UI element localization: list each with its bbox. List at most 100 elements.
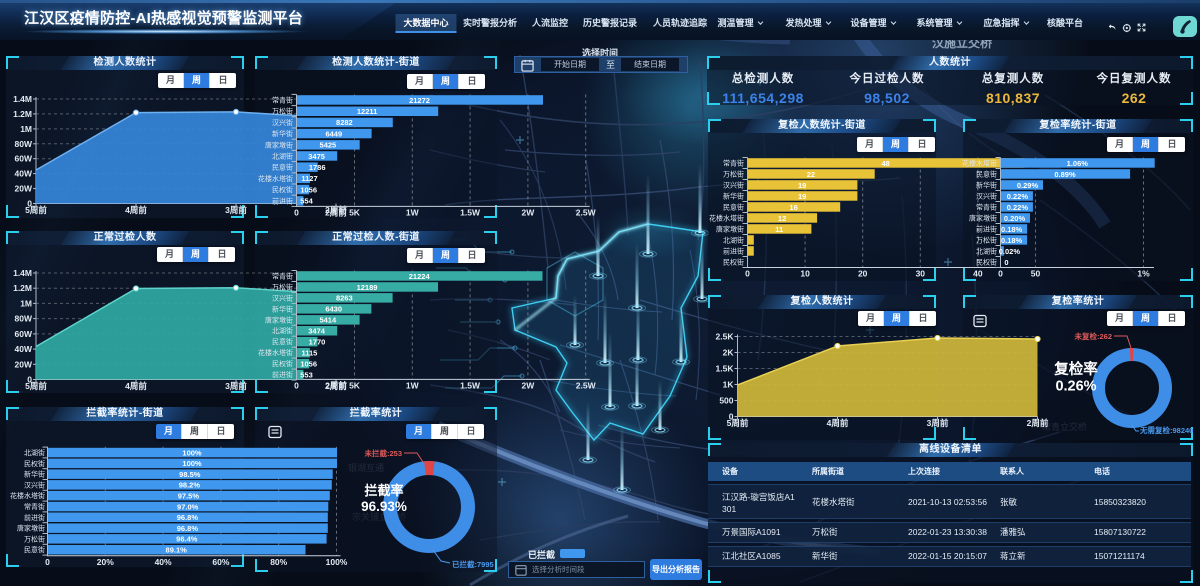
svg-text:民权街: 民权街 — [272, 359, 293, 368]
svg-text:10: 10 — [800, 269, 810, 279]
svg-text:3周前: 3周前 — [225, 205, 247, 215]
svg-text:万松街: 万松街 — [272, 107, 293, 116]
svg-text:北湖街: 北湖街 — [272, 326, 293, 335]
svg-text:5K: 5K — [349, 380, 361, 390]
svg-text:2W: 2W — [522, 380, 536, 390]
svg-text:1.2M: 1.2M — [13, 109, 32, 119]
svg-text:1%: 1% — [1137, 269, 1150, 279]
svg-text:新华街: 新华街 — [976, 181, 997, 190]
svg-text:5414: 5414 — [319, 316, 337, 325]
svg-text:0.18%: 0.18% — [1001, 225, 1023, 234]
svg-text:96.4%: 96.4% — [176, 535, 198, 544]
svg-text:50: 50 — [1031, 269, 1041, 279]
svg-text:1M: 1M — [20, 124, 32, 134]
svg-text:拦截率: 拦截率 — [364, 483, 403, 498]
svg-text:民权街: 民权街 — [976, 258, 997, 267]
svg-text:5周前: 5周前 — [25, 205, 47, 215]
svg-text:5周前: 5周前 — [25, 381, 47, 391]
svg-text:6449: 6449 — [325, 129, 342, 138]
svg-text:1.2M: 1.2M — [13, 283, 32, 293]
svg-text:万松街: 万松街 — [723, 170, 744, 179]
svg-text:北湖街: 北湖街 — [976, 247, 997, 256]
svg-text:2.5K: 2.5K — [716, 332, 735, 342]
svg-text:0.29%: 0.29% — [1017, 181, 1039, 190]
svg-text:常青街: 常青街 — [272, 96, 293, 105]
svg-text:4周前: 4周前 — [125, 205, 147, 215]
svg-text:未拦截:253: 未拦截:253 — [364, 448, 402, 458]
svg-text:96.8%: 96.8% — [177, 513, 199, 522]
svg-text:常青街: 常青街 — [723, 159, 744, 168]
svg-text:1115: 1115 — [301, 348, 317, 357]
svg-text:未复检:262: 未复检:262 — [1074, 331, 1112, 341]
svg-text:北湖街: 北湖街 — [723, 236, 744, 245]
svg-text:民意街: 民意街 — [272, 163, 293, 172]
svg-text:89.1%: 89.1% — [166, 546, 188, 555]
svg-text:2.5W: 2.5W — [576, 207, 597, 217]
svg-text:8282: 8282 — [336, 118, 353, 127]
svg-text:民意街: 民意街 — [24, 545, 45, 554]
svg-text:常青街: 常青街 — [272, 272, 293, 281]
svg-text:0: 0 — [45, 557, 50, 567]
svg-text:60W: 60W — [15, 329, 33, 339]
svg-text:1W: 1W — [406, 207, 420, 217]
svg-text:21224: 21224 — [409, 272, 431, 281]
svg-text:花楼水塔街: 花楼水塔街 — [258, 174, 293, 183]
svg-text:1056: 1056 — [300, 359, 317, 368]
svg-text:20W: 20W — [15, 184, 33, 194]
svg-text:40W: 40W — [15, 344, 33, 354]
svg-text:1.5K: 1.5K — [716, 364, 735, 374]
svg-text:0.02%: 0.02% — [999, 247, 1021, 256]
svg-text:0: 0 — [27, 199, 32, 209]
svg-text:0.18%: 0.18% — [1001, 236, 1023, 245]
svg-text:1786: 1786 — [309, 163, 326, 172]
svg-text:1.5W: 1.5W — [460, 380, 481, 390]
svg-text:唐家墩街: 唐家墩街 — [265, 315, 293, 324]
svg-text:唐家墩街: 唐家墩街 — [716, 225, 744, 234]
svg-text:80%: 80% — [270, 557, 287, 567]
svg-text:0: 0 — [745, 269, 750, 279]
svg-text:万松街: 万松街 — [272, 282, 293, 291]
svg-text:4周前: 4周前 — [827, 418, 849, 428]
svg-text:6430: 6430 — [325, 305, 342, 314]
svg-text:3周前: 3周前 — [225, 381, 247, 391]
svg-text:5K: 5K — [349, 207, 361, 217]
svg-text:北湖街: 北湖街 — [272, 152, 293, 161]
svg-text:0.89%: 0.89% — [1054, 170, 1076, 179]
svg-text:常青街: 常青街 — [24, 502, 45, 511]
svg-text:汉兴街: 汉兴街 — [723, 181, 744, 190]
svg-text:0.20%: 0.20% — [1004, 214, 1026, 223]
svg-text:民意街: 民意街 — [976, 170, 997, 179]
svg-text:0.22%: 0.22% — [1007, 192, 1029, 201]
svg-text:前进街: 前进街 — [24, 513, 45, 522]
svg-text:12211: 12211 — [357, 107, 377, 116]
svg-text:1W: 1W — [406, 380, 420, 390]
svg-text:民权街: 民权街 — [272, 185, 293, 194]
svg-text:2周前: 2周前 — [325, 207, 347, 217]
svg-text:0.26%: 0.26% — [1055, 379, 1096, 395]
svg-text:12189: 12189 — [357, 283, 378, 292]
svg-text:唐家墩街: 唐家墩街 — [17, 524, 45, 533]
svg-text:1K: 1K — [723, 380, 735, 390]
svg-text:500: 500 — [719, 396, 733, 406]
svg-text:0: 0 — [998, 269, 1003, 279]
svg-text:0: 0 — [1004, 258, 1008, 267]
svg-text:553: 553 — [300, 370, 313, 379]
svg-text:98.2%: 98.2% — [179, 481, 201, 490]
svg-text:5425: 5425 — [320, 141, 337, 150]
svg-text:2.5W: 2.5W — [576, 380, 597, 390]
svg-text:60%: 60% — [212, 557, 229, 567]
svg-text:19: 19 — [798, 192, 806, 201]
svg-text:0: 0 — [27, 375, 32, 385]
svg-text:1.06%: 1.06% — [1067, 159, 1089, 168]
svg-text:0.22%: 0.22% — [1007, 203, 1029, 212]
svg-text:100%: 100% — [182, 459, 202, 468]
svg-text:花楼水塔街: 花楼水塔街 — [258, 348, 293, 357]
svg-text:20: 20 — [858, 269, 868, 279]
svg-text:民意街: 民意街 — [272, 337, 293, 346]
svg-text:19: 19 — [798, 181, 806, 190]
svg-text:前进街: 前进街 — [723, 247, 744, 256]
svg-text:汉兴街: 汉兴街 — [272, 293, 293, 302]
svg-text:2K: 2K — [723, 348, 735, 358]
svg-text:5周前: 5周前 — [727, 418, 749, 428]
svg-text:新华街: 新华街 — [272, 304, 293, 313]
